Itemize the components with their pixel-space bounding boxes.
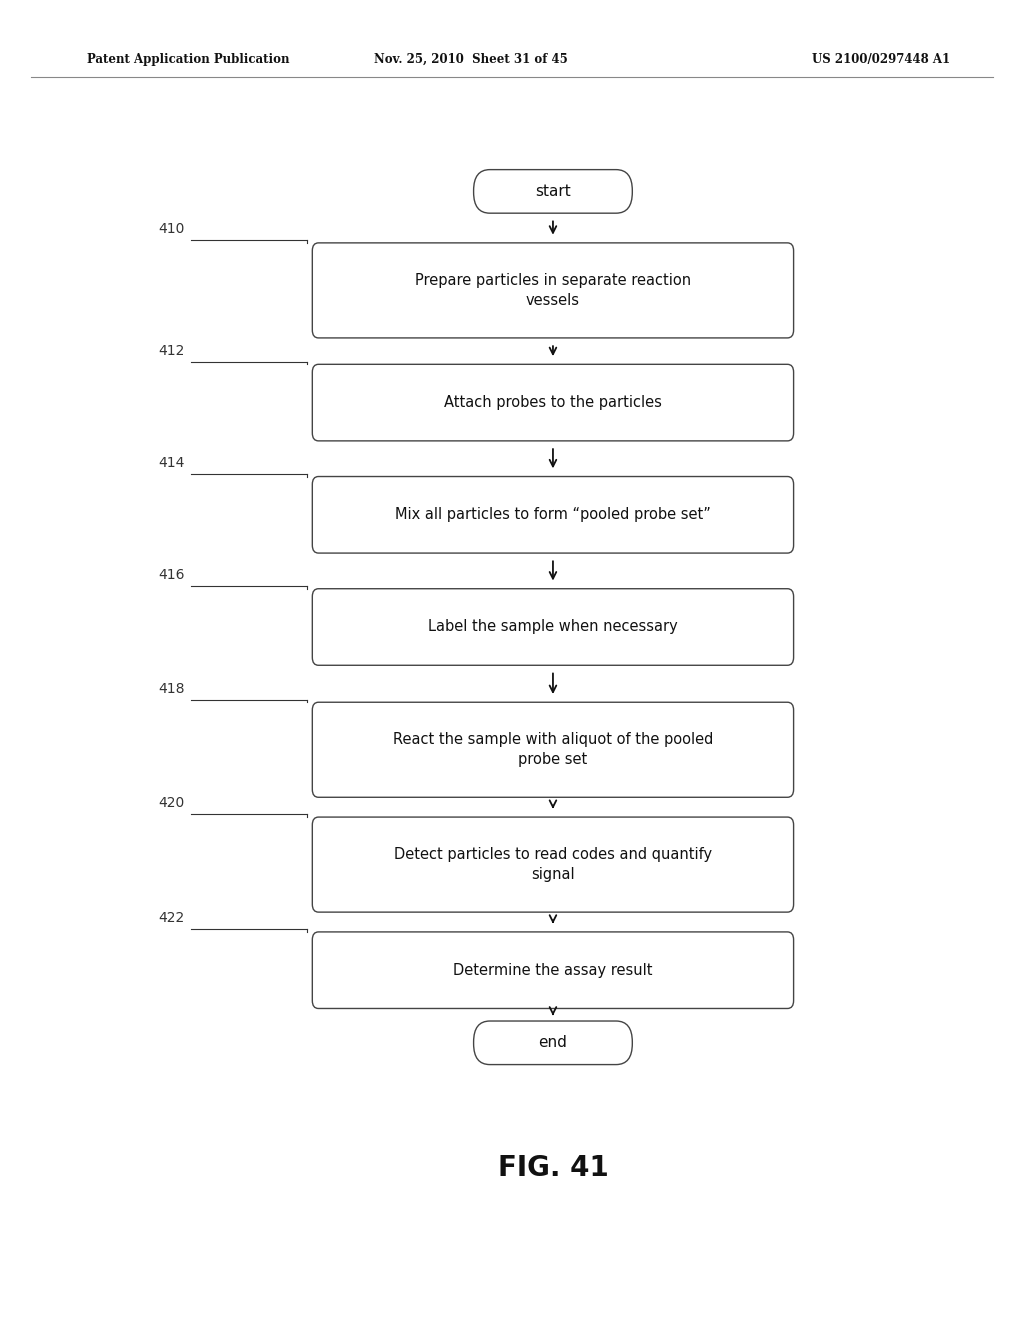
- Text: Patent Application Publication: Patent Application Publication: [87, 53, 290, 66]
- FancyBboxPatch shape: [312, 817, 794, 912]
- Text: Nov. 25, 2010  Sheet 31 of 45: Nov. 25, 2010 Sheet 31 of 45: [374, 53, 568, 66]
- FancyBboxPatch shape: [312, 243, 794, 338]
- Text: 422: 422: [159, 911, 185, 925]
- FancyBboxPatch shape: [312, 364, 794, 441]
- Text: React the sample with aliquot of the pooled
probe set: React the sample with aliquot of the poo…: [393, 733, 713, 767]
- Text: 416: 416: [159, 568, 185, 582]
- FancyBboxPatch shape: [312, 589, 794, 665]
- Text: Determine the assay result: Determine the assay result: [454, 962, 652, 978]
- FancyBboxPatch shape: [312, 932, 794, 1008]
- Text: Prepare particles in separate reaction
vessels: Prepare particles in separate reaction v…: [415, 273, 691, 308]
- Text: 414: 414: [159, 455, 185, 470]
- Text: FIG. 41: FIG. 41: [498, 1154, 608, 1183]
- Text: Detect particles to read codes and quantify
signal: Detect particles to read codes and quant…: [394, 847, 712, 882]
- Text: 410: 410: [159, 222, 185, 236]
- FancyBboxPatch shape: [473, 1022, 633, 1064]
- Text: Mix all particles to form “pooled probe set”: Mix all particles to form “pooled probe …: [395, 507, 711, 523]
- FancyBboxPatch shape: [312, 477, 794, 553]
- Text: 420: 420: [159, 796, 185, 810]
- Text: 412: 412: [159, 343, 185, 358]
- FancyBboxPatch shape: [312, 702, 794, 797]
- Text: US 2100/0297448 A1: US 2100/0297448 A1: [812, 53, 949, 66]
- Text: Attach probes to the particles: Attach probes to the particles: [444, 395, 662, 411]
- Text: Label the sample when necessary: Label the sample when necessary: [428, 619, 678, 635]
- Text: end: end: [539, 1035, 567, 1051]
- FancyBboxPatch shape: [473, 169, 633, 214]
- Text: start: start: [536, 183, 570, 199]
- Text: 418: 418: [159, 681, 185, 696]
